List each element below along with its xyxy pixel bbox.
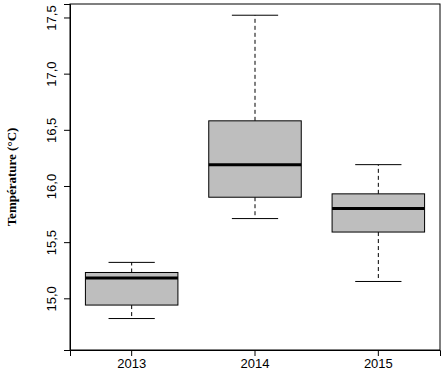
- median: [332, 207, 425, 210]
- lower-whisker: [378, 232, 379, 281]
- y-axis-title: Température (°C): [4, 128, 19, 227]
- y-tick: 15,5: [44, 230, 70, 255]
- box: [209, 121, 302, 197]
- x-tick: 2015: [364, 350, 393, 371]
- y-tick: 16,0: [44, 174, 70, 199]
- y-tick-mark: [64, 130, 70, 131]
- x-tick: 2014: [241, 350, 270, 371]
- y-tick: 17,0: [44, 61, 70, 86]
- y-tick-label: 17,5: [44, 5, 59, 30]
- median: [209, 163, 302, 166]
- box: [332, 194, 425, 232]
- lower-whisker: [131, 305, 132, 318]
- whisker-cap-min: [355, 281, 401, 282]
- y-tick-mark: [64, 242, 70, 243]
- median: [85, 277, 178, 280]
- upper-whisker: [255, 15, 256, 121]
- x-tick-mark: [378, 350, 379, 356]
- x-tick-label: 2015: [364, 356, 393, 371]
- y-tick-label: 15,0: [44, 286, 59, 311]
- x-tick-mark: [255, 350, 256, 356]
- plot-frame: [70, 4, 440, 350]
- whisker-cap-max: [109, 262, 155, 263]
- lower-whisker: [255, 197, 256, 218]
- y-axis: 15,0 15,5 16,0 16,5 17,0 17,5: [44, 5, 71, 351]
- whisker-cap-max: [355, 164, 401, 165]
- box-group: [209, 15, 302, 218]
- y-tick-label: 15,5: [44, 230, 59, 255]
- whisker-cap-max: [232, 15, 278, 16]
- y-tick: 17,5: [44, 5, 70, 30]
- x-axis-line: [71, 351, 441, 357]
- y-tick: 16,5: [44, 118, 70, 143]
- chart: 15,0 15,5 16,0 16,5 17,0 17,5 2013 2014 2015 Temp…: [0, 0, 446, 374]
- upper-whisker: [131, 262, 132, 272]
- y-tick-mark: [64, 186, 70, 187]
- whisker-cap-min: [109, 318, 155, 319]
- x-axis: 2013 2014 2015: [71, 350, 441, 371]
- box-group: [85, 262, 178, 318]
- upper-whisker: [378, 165, 379, 194]
- x-tick-mark: [131, 350, 132, 356]
- y-axis-line: [64, 5, 71, 351]
- box: [85, 272, 177, 305]
- y-tick-label: 16,5: [44, 118, 59, 143]
- whisker-cap-min: [232, 218, 278, 219]
- x-tick-label: 2013: [117, 356, 146, 371]
- x-tick-label: 2014: [241, 356, 270, 371]
- x-tick: 2013: [117, 350, 146, 371]
- y-tick-mark: [64, 17, 70, 18]
- y-tick-mark: [64, 298, 70, 299]
- y-tick-label: 17,0: [44, 61, 59, 86]
- boxes: [85, 15, 424, 318]
- y-tick-mark: [64, 74, 70, 75]
- y-tick: 15,0: [44, 286, 70, 311]
- box-group: [332, 165, 425, 282]
- y-tick-label: 16,0: [44, 174, 59, 199]
